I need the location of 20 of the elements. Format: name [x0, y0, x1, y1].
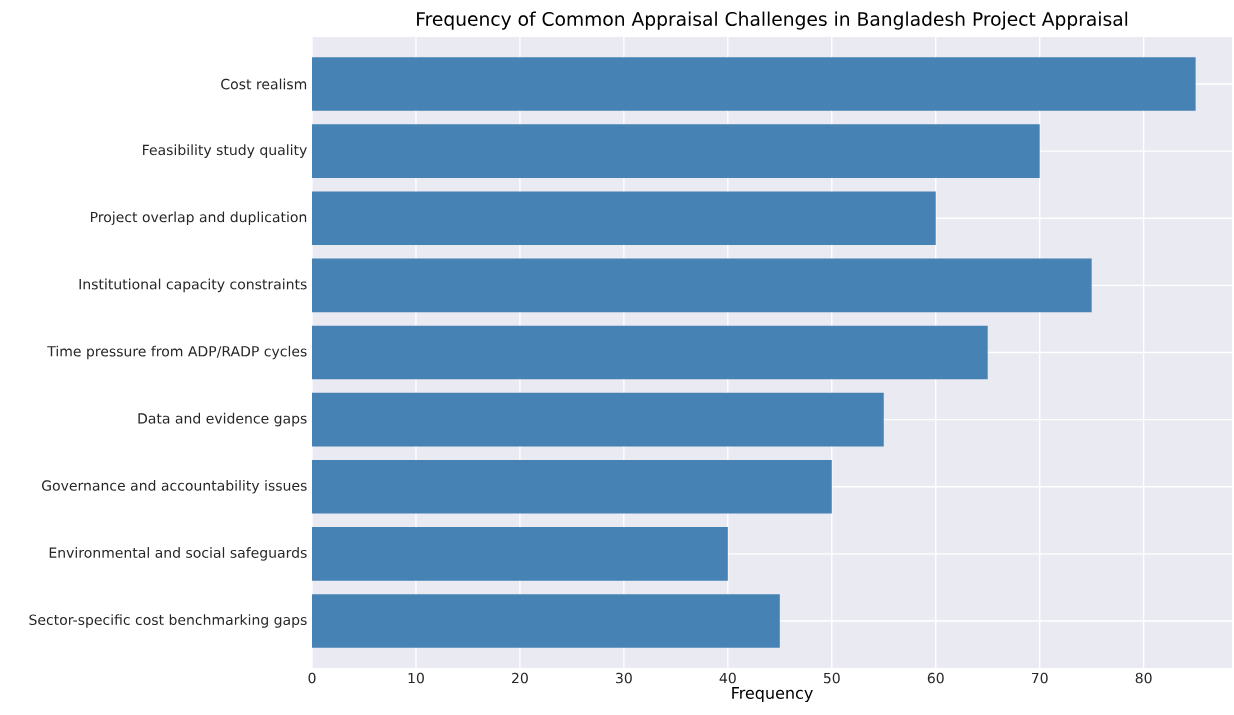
y-tick-label: Cost realism: [221, 78, 307, 90]
x-tick-label: 80: [1135, 672, 1152, 684]
x-tick-label: 70: [1031, 672, 1048, 684]
x-axis-title: Frequency: [732, 687, 813, 703]
x-tick-label: 40: [719, 672, 736, 684]
x-tick-label: 50: [823, 672, 840, 684]
x-tick-label: 20: [512, 672, 528, 684]
y-tick-label: Environmental and social safeguards: [49, 547, 307, 561]
y-tick-label: Institutional capacity constraints: [79, 278, 307, 293]
y-tick-label: Governance and accountability issues: [42, 480, 307, 494]
x-tick-label: 10: [408, 672, 424, 684]
y-tick-label: Sector-specific cost benchmarking gaps: [29, 614, 307, 628]
chart-title: Frequency of Common Appraisal Challenges in Bangladesh Project Appraisal: [417, 11, 1128, 30]
y-tick-label: Time pressure from ADP/RADP cycles: [47, 345, 307, 360]
y-tick-label: Data and evidence gaps: [138, 412, 307, 427]
y-tick-label: Project overlap and duplication: [90, 211, 307, 226]
y-tick-label: Feasibility study quality: [143, 144, 307, 158]
x-tick-label: 0: [308, 672, 316, 684]
x-tick-label: 60: [927, 672, 944, 684]
x-tick-label: 30: [616, 672, 632, 684]
